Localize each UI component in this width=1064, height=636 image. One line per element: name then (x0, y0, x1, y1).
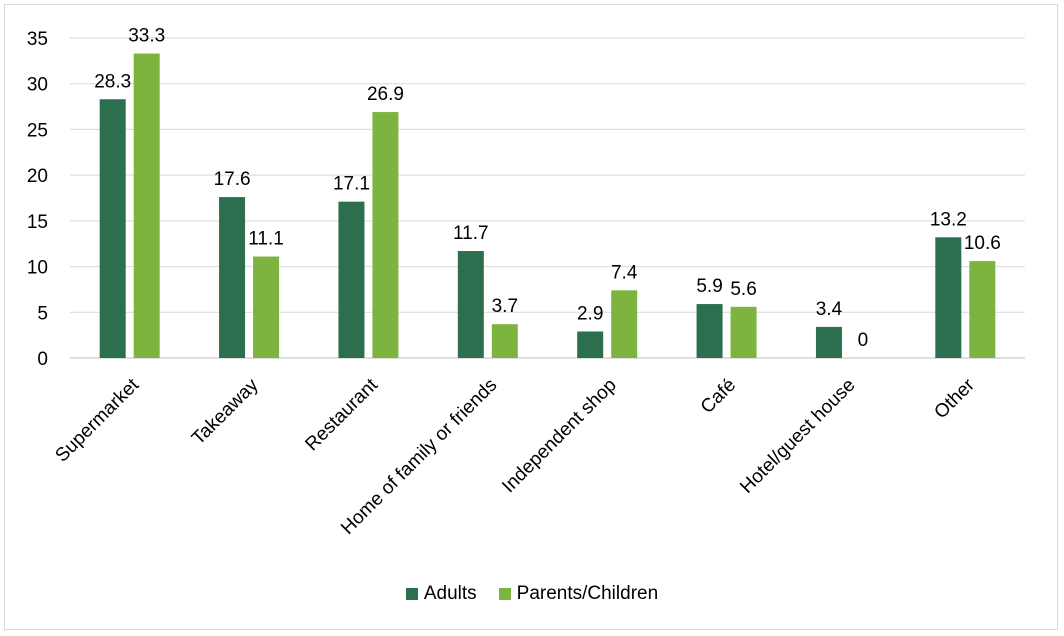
bar-parents-children-takeaway[interactable] (253, 256, 280, 358)
bar-parents-children-home-of-family-or-friends[interactable] (491, 324, 518, 358)
data-label-parents-children-supermarket: 33.3 (128, 26, 165, 47)
data-label-adults-takeaway: 17.6 (214, 169, 251, 190)
y-tick-label-5: 5 (37, 303, 48, 324)
bar-adults-supermarket[interactable] (99, 99, 126, 358)
legend-swatch-adults (405, 588, 418, 600)
y-tick-label-25: 25 (27, 120, 48, 141)
bar-parents-children-restaurant[interactable] (372, 112, 399, 358)
y-axis-ticks: 0 5 10 15 20 25 30 35 (27, 29, 48, 370)
bar-adults-independent-shop[interactable] (577, 331, 604, 358)
legend-swatch-parents-children (498, 588, 511, 600)
legend-label-adults: Adults (423, 583, 477, 604)
y-tick-label-15: 15 (27, 212, 48, 233)
data-labels: 28.3 33.3 17.6 11.1 17.1 26.9 11.7 3.7 2.9 7.4 5.9… (94, 26, 1001, 351)
bar-adults-takeaway[interactable] (219, 197, 246, 358)
data-label-parents-children-restaurant: 26.9 (367, 84, 404, 105)
data-label-adults-caf: 5.9 (696, 276, 722, 297)
data-label-adults-restaurant: 17.1 (333, 174, 370, 195)
bar-adults-other[interactable] (935, 237, 962, 358)
x-tick-label-other: Other (930, 374, 979, 423)
y-tick-label-10: 10 (27, 258, 48, 279)
bar-parents-children-independent-shop[interactable] (611, 290, 638, 358)
x-tick-label-takeaway: Takeaway (188, 374, 263, 449)
data-label-parents-children-other: 10.6 (964, 233, 1001, 254)
y-tick-label-30: 30 (27, 75, 48, 96)
data-label-adults-other: 13.2 (930, 209, 967, 230)
data-label-parents-children-independent-shop: 7.4 (611, 262, 638, 283)
bar-adults-caf[interactable] (696, 304, 723, 358)
y-tick-label-0: 0 (37, 349, 48, 370)
x-tick-label-caf: Café (697, 375, 740, 418)
data-label-adults-hotel-guest-house: 3.4 (816, 299, 843, 320)
data-label-adults-home-of-family-or-friends: 11.7 (453, 223, 489, 244)
legend-label-parents-children: Parents/Children (516, 583, 659, 604)
data-label-parents-children-takeaway: 11.1 (248, 229, 284, 250)
gridlines (70, 37, 1025, 359)
chart-frame (4, 4, 1058, 630)
data-label-parents-children-caf: 5.6 (730, 279, 756, 300)
bar-adults-hotel-guest-house[interactable] (815, 326, 842, 358)
x-tick-label-independent-shop: Independent shop (498, 375, 620, 497)
y-tick-label-35: 35 (27, 29, 48, 50)
x-tick-label-hotel-guest-house: Hotel/guest house (736, 375, 859, 498)
data-label-parents-children-hotel-guest-house: 0 (858, 330, 869, 351)
bars (99, 53, 996, 359)
legend-item-parents-children[interactable]: Parents/Children (498, 583, 659, 605)
legend: Adults Parents/Children (0, 581, 1064, 607)
bar-adults-home-of-family-or-friends[interactable] (457, 251, 484, 358)
bar-parents-children-caf[interactable] (730, 306, 757, 358)
x-tick-label-restaurant: Restaurant (301, 374, 382, 455)
legend-item-adults[interactable]: Adults (405, 583, 477, 605)
data-label-adults-supermarket: 28.3 (94, 71, 131, 92)
bar-parents-children-other[interactable] (969, 261, 996, 358)
y-tick-label-20: 20 (27, 166, 48, 187)
bar-parents-children-supermarket[interactable] (133, 53, 160, 359)
data-label-adults-independent-shop: 2.9 (577, 303, 603, 324)
bar-adults-restaurant[interactable] (338, 201, 365, 358)
x-tick-label-supermarket: Supermarket (51, 374, 143, 466)
data-label-parents-children-home-of-family-or-friends: 3.7 (492, 296, 518, 317)
